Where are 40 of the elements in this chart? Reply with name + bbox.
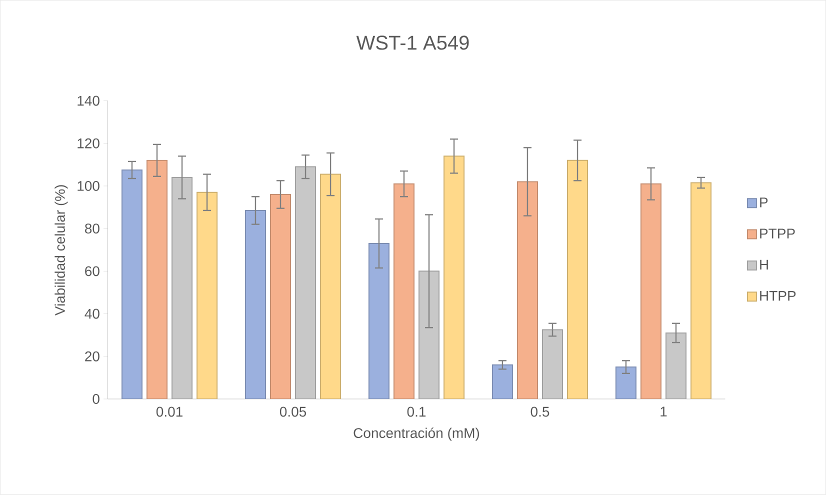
bar — [690, 182, 712, 400]
legend-label: HTPP — [760, 291, 796, 301]
bar — [516, 181, 538, 400]
bar — [270, 194, 292, 400]
legend-label: PTPP — [760, 228, 795, 238]
bar — [320, 174, 342, 400]
bar — [121, 170, 143, 400]
y-axis-title: Viabilidad celular (%) — [54, 185, 68, 316]
y-tick-label: 80 — [85, 224, 100, 234]
bar — [615, 366, 636, 400]
bar — [146, 160, 168, 400]
y-tick-label: 20 — [85, 352, 100, 362]
bar — [244, 210, 266, 400]
x-tick-label: 0.01 — [156, 406, 182, 417]
bar — [295, 166, 316, 400]
y-tick-label: 60 — [85, 266, 100, 276]
y-tick-label: 0 — [92, 394, 100, 404]
bar — [640, 183, 662, 400]
legend-label: P — [760, 198, 768, 208]
x-tick-label: 0.1 — [407, 406, 426, 417]
bar — [567, 160, 588, 400]
bar — [418, 270, 440, 400]
y-tick-label: 140 — [78, 96, 100, 106]
bar — [542, 329, 564, 400]
x-tick-label: 0.5 — [530, 406, 550, 417]
bar — [196, 192, 218, 400]
bar — [492, 364, 513, 400]
y-tick-label: 120 — [78, 138, 100, 148]
bar — [172, 177, 193, 400]
legend-label: H — [760, 260, 768, 270]
chart-title: WST-1 A549 — [356, 36, 469, 50]
bar — [665, 332, 686, 400]
x-axis-title: Concentración (mM) — [354, 428, 480, 441]
x-tick-label: 1 — [660, 406, 667, 417]
x-tick-label: 0.05 — [280, 406, 306, 417]
bar — [444, 156, 465, 400]
y-tick-label: 100 — [78, 181, 100, 192]
y-tick-label: 40 — [84, 308, 100, 319]
bar — [368, 243, 390, 400]
bar — [393, 183, 414, 400]
